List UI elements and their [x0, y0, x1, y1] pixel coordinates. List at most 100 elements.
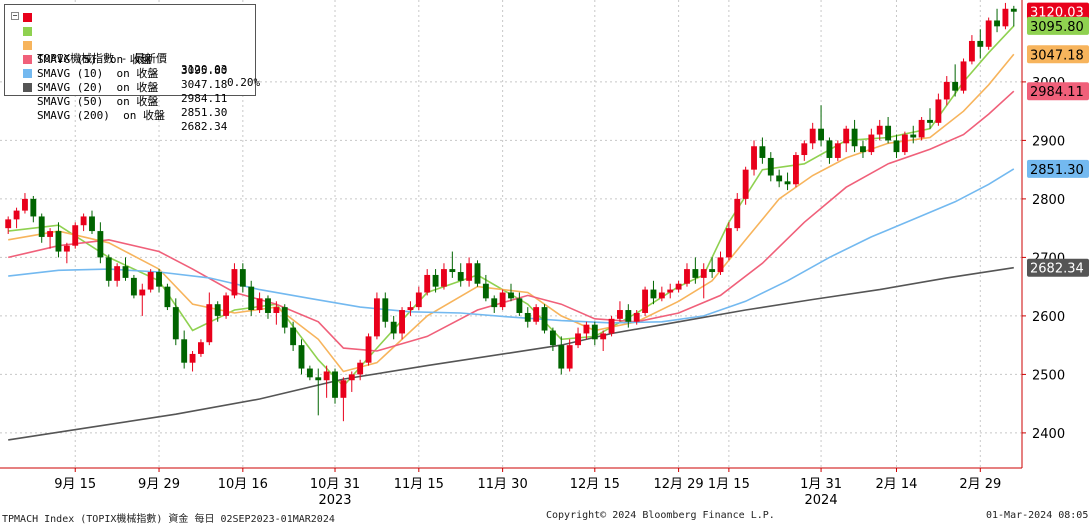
candle-body [441, 269, 447, 287]
candle-body [466, 263, 473, 281]
candle-body [130, 277, 137, 296]
y-tick-label: 2900 [1032, 134, 1065, 149]
candle-body [256, 298, 263, 311]
candle-body [30, 198, 37, 217]
candle-body [290, 327, 297, 346]
candle-body [901, 134, 908, 153]
y-tick-label: 2600 [1032, 310, 1065, 325]
candle-body [340, 380, 347, 398]
footer-description: TPMACH Index (TOPIX機械指數) 資金 每日 02SEP2023… [2, 514, 335, 525]
candle-body [717, 257, 724, 273]
candle-body [72, 225, 79, 246]
legend-row-sma5: SMAVG (5) on 收盤 3095.80 [11, 25, 227, 77]
legend-label: SMAVG (5) on 收盤 [37, 53, 152, 66]
candle-body [105, 257, 112, 281]
x-tick-label: 11月 15 [394, 477, 444, 492]
candle-body [642, 289, 649, 313]
x-tick-label: 1月 15 [708, 477, 750, 492]
footer-timestamp: 01-Mar-2024 08:05:13 [986, 510, 1090, 521]
x-year-label: 2023 [318, 493, 351, 508]
y-tick-label: 2500 [1032, 368, 1065, 383]
candle-body [533, 307, 540, 322]
legend-row-sma10: SMAVG (10) on 收盤 3047.18 [11, 39, 227, 91]
legend-label: SMAVG (200) on 收盤 [37, 109, 165, 122]
candle-body [189, 353, 196, 363]
legend-swatch-icon [23, 69, 32, 78]
candle-body [38, 216, 45, 237]
candle-body [734, 198, 741, 229]
x-tick-label: 10月 31 [310, 477, 360, 492]
candle-body [156, 272, 162, 287]
legend-label: SMAVG (10) on 收盤 [37, 67, 159, 80]
legend-label: SMAVG (50) on 收盤 [37, 95, 159, 108]
last-value-label: 3095.80 [1030, 20, 1084, 35]
x-tick-label: 1月 31 [800, 477, 842, 492]
candle-body [910, 134, 917, 138]
candle-body [198, 342, 204, 354]
legend-row-sma20: SMAVG (20) on 收盤 2984.11 [11, 53, 227, 105]
candle-body [700, 269, 707, 278]
candle-body [809, 128, 816, 144]
candle-body [860, 146, 866, 153]
candle-body [114, 266, 121, 281]
legend-change: 0.20% [227, 76, 261, 89]
candle-body [390, 321, 397, 334]
candle-body [558, 345, 565, 369]
y-tick-label: 2400 [1032, 427, 1065, 442]
candle-body [97, 231, 104, 258]
candle-body [139, 289, 146, 296]
last-value-label: 2984.11 [1030, 85, 1084, 100]
candle-body [885, 125, 892, 141]
y-tick-label: 2800 [1032, 193, 1065, 208]
last-value-label: 2851.30 [1030, 163, 1084, 178]
candle-body [625, 310, 632, 322]
candle-body [792, 155, 799, 185]
candle-body [868, 134, 875, 153]
candle-body [273, 307, 280, 313]
candle-body [373, 298, 380, 337]
legend-row-sma200: SMAVG (200) on 收盤 2682.34 [11, 81, 227, 133]
candle-body [89, 216, 95, 232]
candle-body [1002, 8, 1009, 27]
candle-body [893, 140, 900, 153]
candle-body [415, 292, 422, 308]
last-value-tag [1027, 159, 1089, 178]
candle-body [549, 330, 556, 346]
last-value-label: 3047.18 [1030, 48, 1084, 63]
legend-value: 2984.11 [181, 92, 228, 105]
legend-swatch-icon [23, 27, 32, 36]
candle-body [265, 298, 271, 313]
candle-body [332, 371, 338, 398]
legend-swatch-icon [23, 13, 32, 22]
candle-body [22, 198, 28, 211]
candle-body [960, 61, 967, 91]
candle-body [315, 377, 322, 381]
candle-body [449, 269, 456, 273]
ma-line-smavg50 [8, 168, 1015, 324]
candle-body [432, 274, 439, 287]
legend-value: 2851.30 [181, 106, 228, 119]
candle-body [164, 286, 171, 308]
legend-value: 3120.03 [181, 63, 228, 76]
candle-body [943, 81, 950, 100]
legend-label: SMAVG (20) on 收盤 [37, 81, 159, 94]
legend-row-sma50: SMAVG (50) on 收盤 2851.30 [11, 67, 227, 119]
candle-body [306, 368, 313, 378]
collapse-icon[interactable]: − [11, 11, 19, 20]
x-tick-label: 11月 30 [478, 477, 528, 492]
candle-body [499, 292, 506, 308]
candle-body [776, 175, 783, 182]
candle-body [231, 269, 238, 296]
candle-body [784, 181, 791, 185]
candle-body [658, 292, 665, 299]
candle-body [122, 266, 129, 278]
last-value-tag [1027, 82, 1089, 101]
candle-body [952, 81, 959, 91]
legend: − TOPIX機械指數 - 最新價 3120.03 0.20% SMAVG (5… [4, 4, 260, 133]
candle-body [5, 219, 12, 229]
candle-body [298, 345, 305, 369]
candle-body [508, 292, 514, 299]
candle-body [147, 272, 154, 290]
candle-body [918, 119, 925, 138]
candle-body [767, 157, 774, 176]
